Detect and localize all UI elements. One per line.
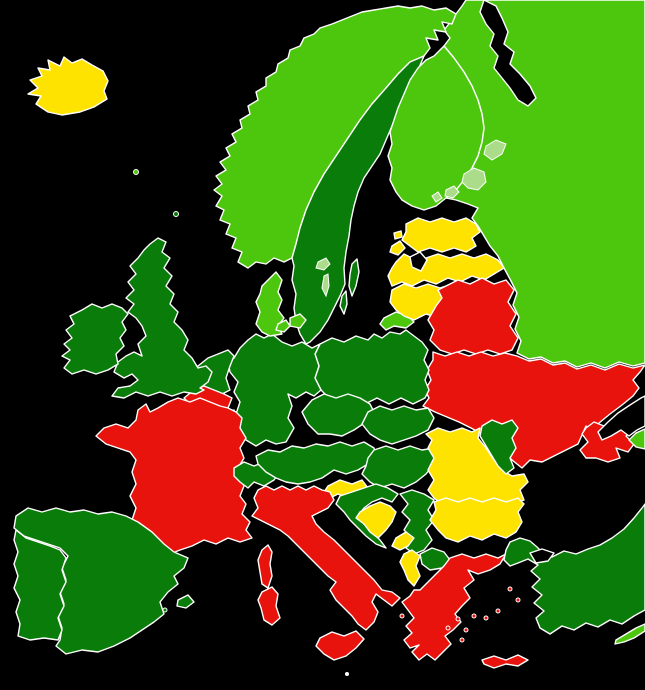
- island-greek-island-2[interactable]: [455, 616, 461, 622]
- island-greek-island-10[interactable]: [399, 613, 405, 619]
- island-greek-island-5[interactable]: [483, 615, 489, 621]
- island-greek-island-6[interactable]: [459, 637, 465, 643]
- country-cyprus[interactable]: [614, 623, 645, 645]
- lake-onega: [483, 139, 507, 161]
- country-iceland[interactable]: [27, 56, 109, 116]
- gulf-of-riga: [409, 251, 428, 272]
- country-united-kingdom[interactable]: [111, 237, 213, 399]
- country-estonia-part-2[interactable]: [393, 230, 403, 240]
- country-ireland[interactable]: [61, 303, 129, 375]
- island-malta[interactable]: [345, 672, 349, 676]
- country-estonia[interactable]: [401, 217, 481, 253]
- country-bosnia-and-herzegovina[interactable]: [355, 501, 397, 539]
- country-italy[interactable]: [251, 485, 401, 631]
- country-denmark-part-1[interactable]: [275, 319, 291, 333]
- country-sweden-part-2[interactable]: [339, 290, 348, 315]
- country-france-part-1[interactable]: [257, 544, 273, 589]
- country-moldova[interactable]: [479, 419, 519, 475]
- country-ukraine[interactable]: [422, 351, 645, 469]
- lake-paijanne: [431, 191, 443, 203]
- russia-kuban-sliver: [628, 428, 645, 450]
- island-greek-island-7[interactable]: [495, 608, 501, 614]
- lake-ladoga: [461, 167, 487, 191]
- island-greek-island-9[interactable]: [507, 586, 513, 592]
- country-spain-part-1[interactable]: [176, 594, 195, 609]
- country-germany[interactable]: [227, 333, 322, 447]
- country-montenegro[interactable]: [391, 531, 415, 551]
- country-czechia[interactable]: [301, 393, 375, 437]
- country-albania[interactable]: [399, 549, 421, 587]
- island-greek-island-8[interactable]: [515, 597, 521, 603]
- island-greek-island-4[interactable]: [471, 613, 477, 619]
- island-faroe-islands[interactable]: [133, 169, 139, 175]
- country-portugal[interactable]: [13, 529, 67, 641]
- country-hungary[interactable]: [361, 445, 441, 489]
- country-greece-part-1[interactable]: [481, 654, 529, 669]
- country-denmark-part-2[interactable]: [289, 313, 307, 329]
- country-slovakia[interactable]: [361, 405, 435, 445]
- country-italy-part-1[interactable]: [315, 630, 365, 661]
- country-belarus[interactable]: [427, 277, 519, 355]
- sea-of-azov: [597, 395, 645, 441]
- lake-vanern: [315, 257, 331, 271]
- country-estonia-part-1[interactable]: [389, 240, 406, 256]
- island-greek-island-3[interactable]: [463, 627, 469, 633]
- country-poland[interactable]: [314, 329, 430, 405]
- country-sweden-part-1[interactable]: [348, 258, 360, 297]
- island-ibiza[interactable]: [162, 607, 168, 613]
- country-finland[interactable]: [387, 45, 485, 211]
- country-greece[interactable]: [401, 553, 507, 661]
- island-greek-island-1[interactable]: [445, 625, 451, 631]
- country-bulgaria[interactable]: [429, 497, 525, 543]
- sea-of-marmara: [529, 548, 555, 564]
- white-sea: [479, 0, 537, 107]
- lake-saimaa: [444, 185, 460, 199]
- country-italy-part-2[interactable]: [257, 586, 281, 626]
- lake-vattern: [321, 273, 330, 298]
- country-serbia[interactable]: [399, 489, 435, 555]
- country-turkey[interactable]: [503, 503, 645, 635]
- island-shetland[interactable]: [173, 211, 179, 217]
- country-france[interactable]: [95, 397, 253, 555]
